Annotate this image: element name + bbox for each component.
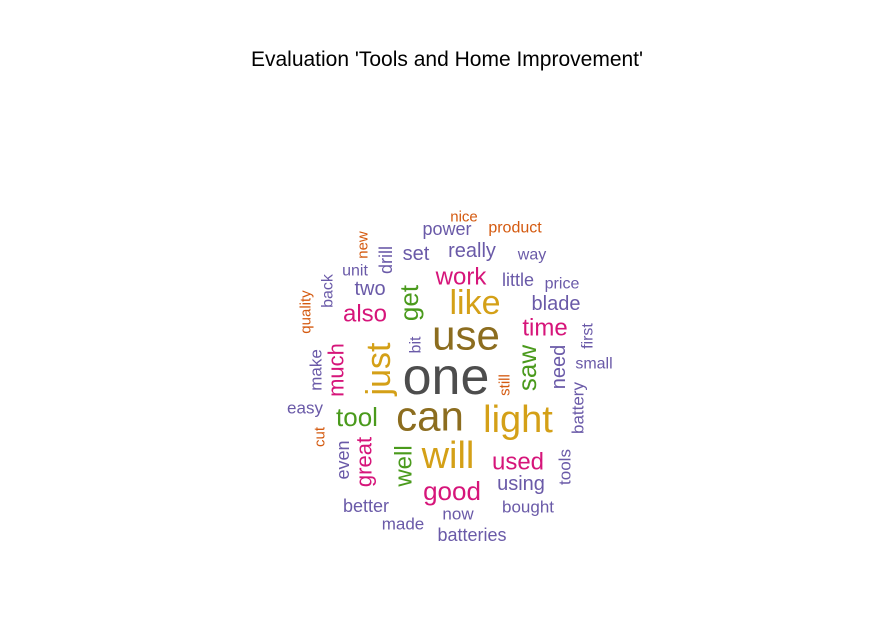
- word-make: make: [307, 349, 326, 391]
- word-now: now: [442, 505, 474, 524]
- word-price: price: [545, 276, 580, 293]
- word-two: two: [354, 278, 385, 300]
- word-need: need: [548, 345, 570, 390]
- word-blade: blade: [532, 293, 581, 315]
- word-better: better: [343, 496, 389, 516]
- word-cut: cut: [312, 426, 329, 447]
- word-using: using: [497, 473, 545, 495]
- word-work: work: [435, 264, 488, 291]
- word-batteries: batteries: [437, 525, 506, 545]
- word-made: made: [382, 515, 425, 534]
- word-well: well: [391, 445, 418, 487]
- word-small: small: [575, 356, 612, 373]
- word-bit: bit: [408, 336, 425, 353]
- word-bought: bought: [502, 498, 554, 517]
- word-will: will: [421, 435, 475, 477]
- word-quality: quality: [298, 290, 315, 334]
- word-great: great: [352, 437, 377, 487]
- word-time: time: [522, 315, 567, 342]
- word-first: first: [580, 323, 597, 349]
- word-really: really: [448, 240, 496, 262]
- word-good: good: [423, 476, 481, 506]
- word-saw: saw: [512, 345, 542, 391]
- word-tool: tool: [336, 402, 378, 432]
- word-way: way: [517, 247, 546, 264]
- word-light: light: [483, 399, 553, 441]
- word-unit: unit: [342, 263, 368, 280]
- word-even: even: [333, 440, 353, 479]
- word-battery: battery: [569, 382, 588, 434]
- word-nice: nice: [450, 209, 478, 226]
- word-back: back: [320, 273, 337, 308]
- word-get: get: [394, 284, 424, 321]
- word-little: little: [502, 270, 534, 290]
- word-drill: drill: [376, 246, 396, 274]
- word-new: new: [355, 231, 372, 259]
- word-used: used: [492, 449, 544, 476]
- word-just: just: [360, 342, 398, 396]
- word-product: product: [488, 220, 542, 237]
- word-much: much: [324, 343, 349, 397]
- word-also: also: [343, 301, 387, 328]
- word-can: can: [396, 393, 464, 440]
- word-set: set: [403, 243, 430, 265]
- word-tools: tools: [556, 449, 575, 485]
- word-easy: easy: [287, 399, 323, 418]
- word-still: still: [497, 374, 514, 396]
